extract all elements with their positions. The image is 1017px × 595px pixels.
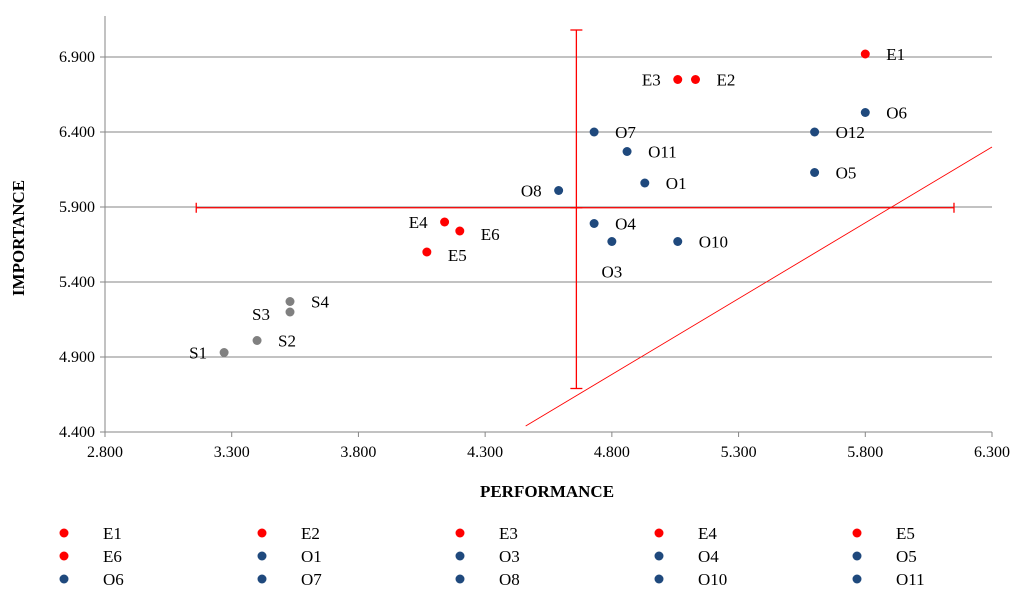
data-label-s2: S2: [278, 332, 296, 351]
point-e5: [422, 247, 432, 257]
legend-label: O8: [499, 570, 520, 589]
legend-label: O5: [896, 547, 917, 566]
legend-label: E4: [698, 524, 717, 543]
point-o8: [554, 186, 564, 195]
data-points: [219, 49, 870, 357]
legend-label: O7: [301, 570, 322, 589]
data-label-o11: O11: [648, 143, 677, 162]
legend-marker: [654, 528, 664, 538]
y-tick-label: 4.400: [59, 424, 95, 441]
point-s2: [252, 336, 262, 345]
legend-label: O6: [103, 570, 124, 589]
x-tick-label: 3.300: [214, 444, 250, 461]
legend-marker: [59, 574, 69, 584]
x-tick-label: 5.800: [847, 444, 883, 461]
x-axis-title: PERFORMANCE: [480, 482, 614, 501]
legend-marker: [257, 551, 267, 561]
data-label-e6: E6: [481, 225, 500, 244]
point-o6: [860, 108, 870, 117]
data-label-o10: O10: [699, 233, 728, 252]
data-label-e4: E4: [409, 213, 428, 232]
legend-label: O10: [698, 570, 727, 589]
legend-label: O3: [499, 547, 520, 566]
legend-label: O4: [698, 547, 719, 566]
legend-label: O1: [301, 547, 322, 566]
legend-label: E5: [896, 524, 915, 543]
data-label-e1: E1: [886, 45, 905, 64]
point-o10: [673, 237, 683, 246]
point-o7: [589, 127, 599, 137]
data-label-o12: O12: [836, 123, 865, 142]
legend-marker: [59, 551, 69, 561]
point-o12: [810, 127, 820, 137]
data-labels: E1 E2 E3 E4 E5 E6 O1 O3 O4 O5 O6 O7 O8 O10 O11 O12 S1 S2 S…: [189, 45, 907, 363]
data-label-o1: O1: [666, 174, 687, 193]
y-tick-label: 5.900: [59, 199, 95, 216]
point-e6: [455, 226, 465, 236]
point-s3: [285, 307, 295, 317]
point-o1: [640, 178, 650, 188]
y-tick-label: 6.400: [59, 124, 95, 141]
x-tick-label: 6.300: [974, 444, 1010, 461]
point-o11: [622, 147, 632, 156]
x-tick-label: 4.300: [467, 444, 503, 461]
legend-label: E6: [103, 547, 122, 566]
legend-label: E3: [499, 524, 518, 543]
y-tick-label: 4.900: [59, 349, 95, 366]
x-tick-label: 5.300: [721, 444, 757, 461]
point-e1: [860, 49, 870, 59]
point-e4: [440, 217, 450, 227]
legend-marker: [654, 574, 664, 584]
data-label-o7: O7: [615, 123, 636, 142]
x-tick-label: 4.800: [594, 444, 630, 461]
grid-layer: [105, 56, 992, 358]
x-tick-label: 2.800: [87, 444, 123, 461]
point-s1: [219, 348, 229, 357]
data-label-e5: E5: [448, 246, 467, 265]
legend-marker: [59, 528, 69, 538]
data-label-o3: O3: [601, 263, 622, 282]
data-label-o8: O8: [521, 182, 542, 201]
legend-marker: [852, 574, 862, 584]
data-label-e3: E3: [642, 71, 661, 90]
legend: E1 E2 E3 E4 E5 E6 O1 O3 O4 O5 O6 O7 O8 O10 O11: [59, 524, 925, 589]
legend-label: E1: [103, 524, 122, 543]
point-e3: [673, 75, 683, 84]
data-label-e2: E2: [716, 71, 735, 90]
y-tick-label: 5.400: [59, 274, 95, 291]
reference-lines: [195, 29, 993, 427]
data-label-o5: O5: [836, 164, 857, 183]
y-tick-label: 6.900: [59, 49, 95, 66]
legend-marker: [257, 574, 267, 584]
legend-label: O11: [896, 570, 925, 589]
point-o5: [810, 168, 820, 177]
data-label-s3: S3: [252, 305, 270, 324]
diagonal-line: [525, 146, 993, 427]
axis-layer: 4.400 4.900 5.400 5.900 6.400 6.900 2.800 3.300…: [59, 16, 1010, 461]
legend-marker: [455, 551, 465, 561]
legend-marker: [654, 551, 664, 561]
point-e2: [690, 75, 700, 84]
data-label-s4: S4: [311, 293, 329, 312]
legend-marker: [257, 528, 267, 538]
legend-marker: [852, 528, 862, 538]
y-axis-title: IMPORTANCE: [9, 180, 28, 296]
point-o3: [607, 237, 617, 246]
point-o4: [589, 219, 599, 228]
legend-label: E2: [301, 524, 320, 543]
data-label-o6: O6: [886, 104, 907, 123]
legend-marker: [852, 551, 862, 561]
data-label-s1: S1: [189, 344, 207, 363]
x-tick-label: 3.800: [340, 444, 376, 461]
point-s4: [285, 297, 295, 306]
legend-marker: [455, 528, 465, 538]
data-label-o4: O4: [615, 215, 636, 234]
legend-marker: [455, 574, 465, 584]
